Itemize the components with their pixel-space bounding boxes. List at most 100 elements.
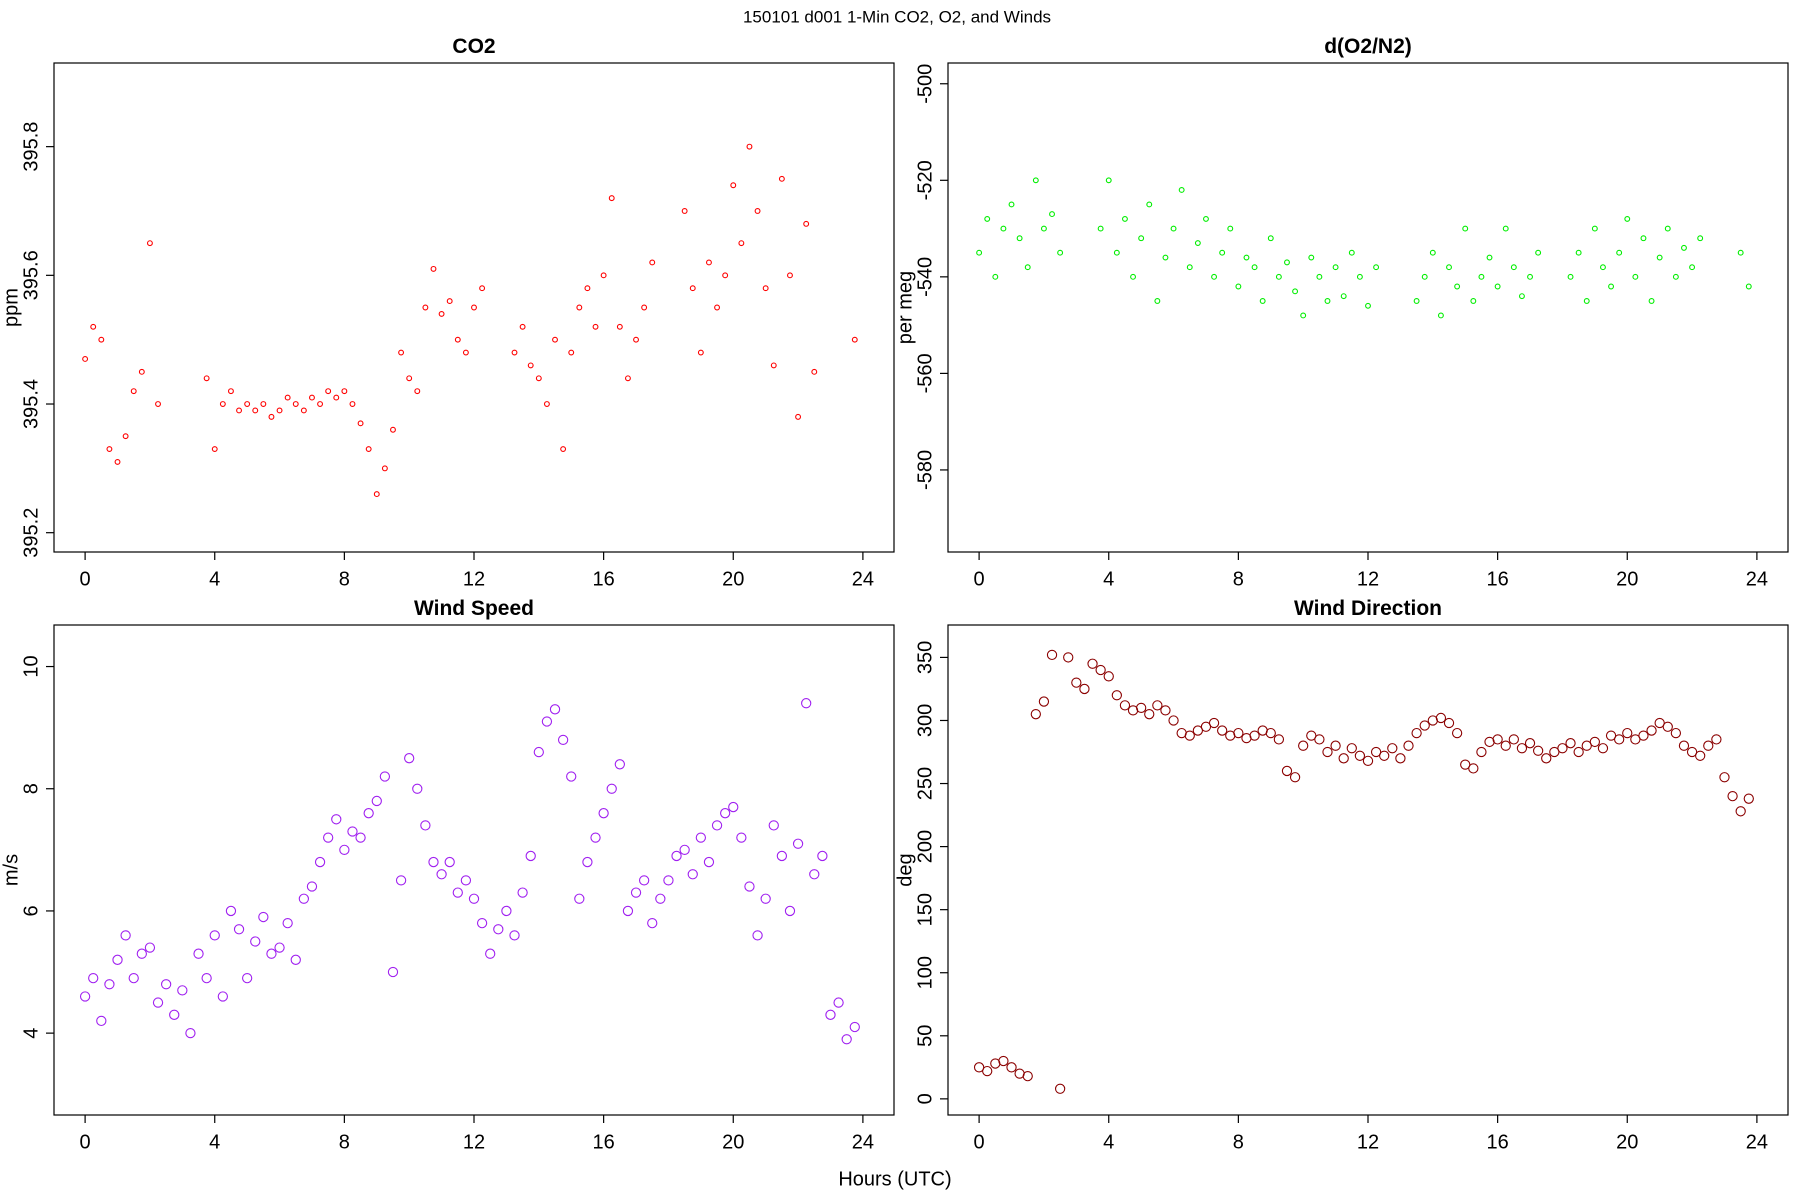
data-point (1413, 298, 1420, 304)
data-point (1591, 225, 1598, 232)
data-point (598, 808, 609, 819)
data-point (493, 924, 504, 935)
data-point (193, 948, 204, 959)
data-point (1672, 273, 1679, 280)
data-point (363, 808, 374, 819)
x-tick-label: 20 (722, 1131, 744, 1153)
data-point (728, 801, 739, 813)
data-point (347, 826, 358, 837)
data-point (1340, 293, 1347, 300)
data-point (851, 336, 858, 343)
data-point (1502, 225, 1509, 232)
data-point (225, 905, 237, 917)
data-point (268, 413, 275, 420)
data-point (1121, 215, 1128, 222)
data-point (1292, 288, 1299, 295)
y-axis-label: m/s (0, 854, 22, 886)
data-point (833, 997, 844, 1008)
data-point (1249, 730, 1260, 741)
data-point (608, 195, 615, 202)
plot-frame (947, 624, 1789, 1116)
x-axis-label: Hours (UTC) (838, 1168, 951, 1190)
data-point (1265, 727, 1276, 739)
plot-frame (53, 624, 895, 1116)
panel-title: Wind Speed (414, 597, 534, 620)
data-point (476, 918, 488, 929)
data-point (1259, 298, 1266, 304)
data-point (549, 704, 561, 715)
y-tick-label: -560 (914, 353, 936, 393)
data-point (768, 820, 779, 831)
data-point (1030, 709, 1041, 720)
data-point (209, 930, 220, 941)
data-point (1567, 273, 1574, 280)
data-point (155, 401, 161, 407)
data-point (120, 930, 131, 941)
data-point (1662, 721, 1673, 732)
panel: Wind Direction 0 4 8 12 16 20 24 0 50 100 150 200 250… (894, 597, 1789, 1153)
y-tick-label: 300 (914, 704, 936, 737)
data-point (300, 407, 307, 414)
data-point (1354, 750, 1366, 761)
data-point (1648, 298, 1655, 304)
data-point (227, 388, 234, 395)
data-point (557, 734, 569, 746)
data-point (762, 285, 769, 292)
data-point (468, 893, 480, 904)
x-tick-label: 20 (1616, 1131, 1638, 1153)
x-tick-label: 20 (1616, 568, 1638, 590)
x-tick-label: 4 (209, 568, 220, 590)
data-point (778, 175, 785, 182)
data-point (541, 716, 553, 727)
x-tick-label: 12 (463, 1131, 485, 1153)
data-point (144, 942, 156, 953)
data-point (1492, 734, 1503, 745)
data-point (622, 905, 634, 917)
data-point (1616, 249, 1623, 256)
data-point (1421, 273, 1428, 280)
data-point (79, 991, 91, 1002)
data-point (1097, 225, 1104, 232)
data-point (1063, 652, 1074, 663)
data-point (1462, 225, 1469, 232)
data-point (420, 820, 431, 831)
x-tick-label: 24 (1746, 568, 1768, 590)
data-point (333, 394, 340, 401)
data-point (584, 285, 591, 292)
data-point (1105, 177, 1112, 184)
panel-title: CO2 (452, 35, 495, 58)
data-point (1144, 709, 1155, 720)
data-point (752, 930, 763, 941)
data-point (276, 407, 283, 414)
data-point (454, 336, 461, 343)
data-point (331, 814, 342, 825)
x-tick-label: 24 (1746, 1131, 1768, 1153)
data-point (695, 832, 707, 843)
data-point (1356, 273, 1363, 280)
data-point (1689, 264, 1696, 271)
y-axis-label: ppm (0, 288, 22, 327)
data-point (1727, 791, 1738, 802)
data-point (306, 881, 318, 892)
data-point (1524, 738, 1536, 749)
data-point (203, 375, 210, 382)
data-point (697, 349, 704, 356)
y-tick-label: 150 (914, 893, 936, 926)
data-point (282, 918, 293, 929)
data-point (1330, 740, 1341, 751)
data-point (169, 1009, 180, 1020)
data-point (1119, 700, 1131, 711)
data-point (1597, 743, 1609, 754)
y-tick-label: 395.4 (20, 379, 42, 429)
data-point (1403, 740, 1414, 751)
data-point (1203, 215, 1209, 222)
data-point (390, 426, 396, 433)
data-point (1535, 249, 1542, 256)
data-point (1348, 249, 1355, 256)
data-point (720, 808, 731, 819)
x-tick-label: 8 (339, 1131, 350, 1153)
data-point (795, 413, 802, 420)
figure-title: 150101 d001 1-Min CO2, O2, and Winds (743, 7, 1051, 26)
data-point (1130, 273, 1136, 280)
